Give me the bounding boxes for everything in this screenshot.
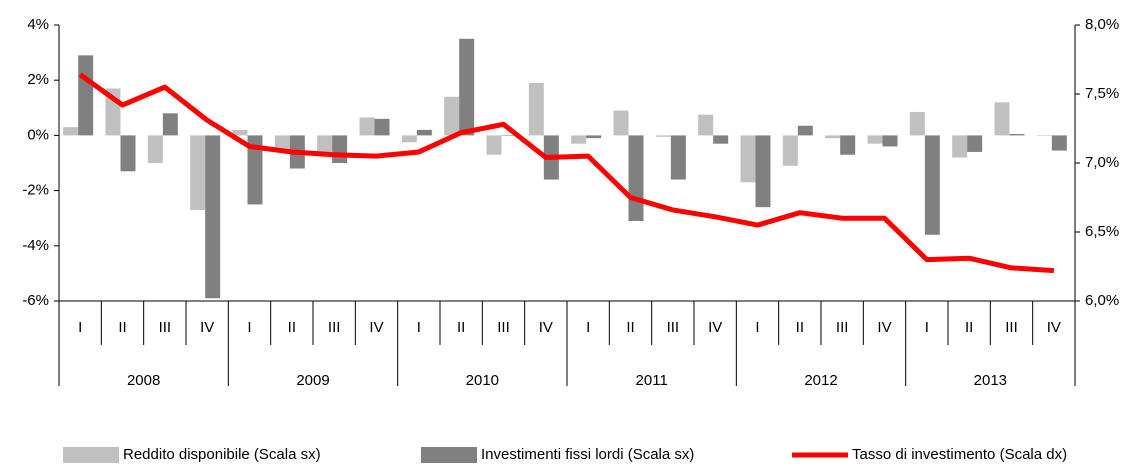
bar xyxy=(924,135,940,235)
legend-label: Tasso di investimento (Scala dx) xyxy=(852,446,1067,463)
bar xyxy=(698,114,714,136)
bar xyxy=(120,135,136,172)
x-tick-label: I xyxy=(78,319,82,336)
bar xyxy=(1036,135,1052,136)
x-tick-label: IV xyxy=(1047,319,1061,336)
x-tick-label: I xyxy=(586,319,590,336)
bar xyxy=(528,82,544,136)
x-tick-label: I xyxy=(755,319,759,336)
bar xyxy=(486,135,502,155)
x-tick-label: I xyxy=(417,319,421,336)
legend-label: Investimenti fissi lordi (Scala sx) xyxy=(481,446,694,463)
bar xyxy=(317,135,333,152)
bar xyxy=(967,135,983,152)
bar xyxy=(586,135,602,139)
x-tick-label: III xyxy=(667,319,680,336)
bar xyxy=(840,135,856,155)
bar xyxy=(571,135,587,144)
x-tick-label: III xyxy=(1005,319,1018,336)
bar xyxy=(952,135,968,158)
legend-label: Reddito disponibile (Scala sx) xyxy=(123,446,321,463)
bar xyxy=(501,135,517,136)
bar xyxy=(444,96,460,136)
bar xyxy=(713,135,729,144)
x-tick-label: II xyxy=(118,319,126,336)
x-tick-label: III xyxy=(497,319,510,336)
bar xyxy=(740,135,756,183)
x-tick-label: I xyxy=(925,319,929,336)
x-tick-label: II xyxy=(457,319,465,336)
bar xyxy=(416,129,432,136)
bar xyxy=(613,110,629,136)
x-tick-label: III xyxy=(328,319,341,336)
bar xyxy=(162,113,178,136)
y-tick-label: 4% xyxy=(27,16,49,33)
y-tick-label: -2% xyxy=(22,182,49,199)
year-label: 2010 xyxy=(466,372,499,389)
bar xyxy=(670,135,686,180)
bar xyxy=(655,135,671,137)
bar xyxy=(374,118,390,136)
x-tick-label: II xyxy=(965,319,973,336)
y-tick-label: 0% xyxy=(27,126,49,143)
bar xyxy=(247,135,263,205)
line xyxy=(78,72,1054,274)
bar xyxy=(825,135,841,139)
x-tick-label: II xyxy=(288,319,296,336)
bar xyxy=(882,135,898,147)
y-tick-label: -6% xyxy=(22,292,49,309)
bar xyxy=(1051,135,1067,151)
x-tick-label: IV xyxy=(200,319,214,336)
y2-tick-label: 7,0% xyxy=(1085,154,1119,171)
legend-swatch xyxy=(63,447,119,463)
year-label: 2009 xyxy=(296,372,329,389)
bar xyxy=(867,135,883,144)
x-tick-label: I xyxy=(247,319,251,336)
y2-tick-label: 8,0% xyxy=(1085,16,1119,33)
bar xyxy=(232,129,248,136)
bar xyxy=(755,135,771,208)
year-label: 2012 xyxy=(804,372,837,389)
bar xyxy=(1009,134,1025,136)
bar xyxy=(205,135,221,299)
x-tick-label: IV xyxy=(708,319,722,336)
bar xyxy=(78,55,94,136)
y-tick-label: -4% xyxy=(22,237,49,254)
bar xyxy=(359,117,375,136)
bar xyxy=(63,127,79,136)
x-tick-label: III xyxy=(159,319,172,336)
bar xyxy=(401,135,417,143)
bar xyxy=(628,135,644,221)
year-label: 2008 xyxy=(127,372,160,389)
bar xyxy=(190,135,206,210)
bar xyxy=(797,125,813,136)
bar xyxy=(459,38,475,136)
y2-tick-label: 6,5% xyxy=(1085,223,1119,240)
bar xyxy=(782,135,798,166)
x-tick-label: IV xyxy=(877,319,891,336)
bar xyxy=(332,135,348,163)
bar xyxy=(909,111,925,136)
y2-tick-label: 7,5% xyxy=(1085,85,1119,102)
year-label: 2013 xyxy=(974,372,1007,389)
x-tick-label: IV xyxy=(539,319,553,336)
bar xyxy=(147,135,163,163)
x-tick-label: II xyxy=(796,319,804,336)
x-tick-label: III xyxy=(836,319,849,336)
x-tick-label: IV xyxy=(369,319,383,336)
y2-tick-label: 6,0% xyxy=(1085,292,1119,309)
y-tick-label: 2% xyxy=(27,71,49,88)
year-label: 2011 xyxy=(636,372,668,389)
legend-swatch xyxy=(421,447,477,463)
bar xyxy=(994,102,1010,136)
x-tick-label: II xyxy=(626,319,634,336)
